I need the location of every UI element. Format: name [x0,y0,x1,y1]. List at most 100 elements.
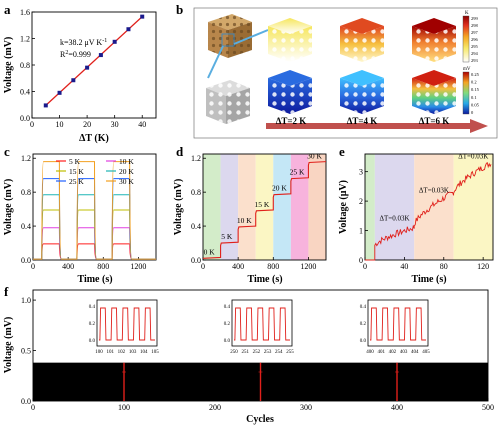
inset-y-tick-label: 0.0 [89,339,96,344]
volt-tick-label: 0.05 [471,102,480,107]
panel-b: b [176,2,498,139]
legend-entry: 30 K [119,177,134,186]
series-line [33,227,156,260]
dt-label-6k: ΔT=6 K [419,116,450,126]
panel-a-ylabel: Voltage (mV) [3,37,14,94]
inset-y-tick-label: 0.2 [89,322,96,327]
y-tick-label: 2 [359,197,363,206]
panel-c-marks [33,161,156,260]
panel-a-annotation-r2: R2=0.999 [60,50,91,59]
inset-y-tick-label: 0.0 [224,339,231,344]
y-tick-label: 0.8 [191,188,201,197]
step-label: 25 K [290,168,305,177]
volt-colorbar-unit: mV [463,67,471,72]
data-point [57,90,62,95]
panel-b-label: b [176,2,183,17]
y-tick-label: 1.2 [191,154,201,163]
step-label: 0 K [204,247,216,256]
signal-line [365,161,492,261]
step-label: 20 K [272,184,287,193]
series-line [33,194,156,260]
data-point [43,103,48,108]
panel-e-backgrounds [365,154,493,260]
step-background [220,154,239,260]
panel-a: a 0 10 20 30 40 0.0 0.4 0.8 1.2 1.6 k=38.2 μV K-1… [3,2,157,144]
temp-tick-label: 295 [471,44,479,49]
temp-tick-label: 294 [471,51,479,56]
inset-x-tick-label: 404 [411,350,419,355]
inset-y-tick-label: 0.2 [360,322,367,327]
x-tick-label: 100 [118,403,130,412]
temp-cube-4k-icon [340,18,384,62]
y-tick-label: 0.0 [20,114,30,123]
inset-x-tick-label: 401 [377,350,385,355]
panel-d-xlabel: Time (s) [247,274,282,285]
x-tick-label: 10 [56,120,64,129]
panel-a-annotation-k: k=38.2 μV K-1 [60,38,107,47]
step-background [203,154,221,260]
volt-colorbar-ticks: 0.25 0.2 0.15 0.1 0.05 0 [471,72,480,115]
y-tick-label: 1.0 [21,296,31,305]
inset-x-tick-label: 400 [366,350,374,355]
inset-x-tick-label: 405 [422,350,430,355]
data-point [112,39,117,44]
y-tick-label: 0.0 [191,256,201,265]
step-label: 15 K [254,200,269,209]
legend-entry: 10 K [119,157,134,166]
x-tick-label: 80 [440,262,448,271]
x-tick-label: 800 [267,262,279,271]
inset-x-tick-label: 253 [264,350,272,355]
series-line [33,178,156,260]
x-tick-label: 0 [31,403,35,412]
region-label: ΔT=0.03K [458,152,488,160]
temp-colorbar-unit: K [465,11,469,16]
temp-tick-label: 293 [471,58,479,63]
region-background [374,154,415,260]
x-tick-label: 0 [31,262,35,271]
y-tick-label: 0.4 [20,88,30,97]
x-tick-label: 200 [209,403,221,412]
series-line [33,161,156,260]
region-label: ΔT=0.03K [380,214,410,222]
inset-x-tick-label: 250 [230,350,238,355]
panel-a-label: a [4,2,11,17]
temp-colorbar [462,15,470,63]
panel-f-ticks: 0 100 200 300 400 500 0.0 0.5 1.0 [21,296,494,412]
data-point [98,53,103,58]
panel-c-ticks: 0 400 800 1200 0.0 0.4 0.8 1.2 [21,154,146,271]
panel-c-ylabel: Voltage (mV) [3,179,14,236]
zoom-arrow-left [207,45,224,79]
y-tick-label: 0.8 [21,188,31,197]
y-tick-label: 0.0 [21,397,31,406]
inset-wave [370,307,426,341]
panel-e-marks: ΔT=0.03K ΔT=0.03K ΔT=0.03K [365,152,492,261]
region-background [365,154,375,260]
inset-wave [99,307,155,341]
y-tick-label: 0.0 [21,256,31,265]
x-tick-label: 120 [477,262,489,271]
data-point [126,27,131,32]
volt-cube-4k-icon [340,70,384,114]
panel-d-backgrounds [203,154,326,260]
panel-c: c 0 400 800 1200 0.0 0.4 0.8 1.2 5 K 10 K 15 K 20 … [3,144,157,285]
panel-e-ticks: 0 40 80 120 0 1 2 3 [359,168,489,271]
legend-entry: 5 K [69,157,81,166]
inset-y-tick-label: 0.4 [360,305,367,310]
y-tick-label: 0.5 [21,347,31,356]
panel-e-ylabel: Voltage (μV) [338,180,349,234]
inset-y-tick-label: 0.4 [224,305,231,310]
panel-d-marks: 0 K 5 K 10 K15 K20 K25 K30 K [202,151,327,259]
panel-f: f 0 100 200 300 400 500 0.0 0.5 1.0 0.4 0.2 0.0 100… [3,284,494,425]
region-background [453,154,493,260]
x-tick-label: 40 [138,120,146,129]
temp-tick-label: 299 [471,16,479,21]
step-background [290,154,309,260]
x-tick-label: 40 [400,262,408,271]
x-tick-label: 500 [482,403,494,412]
x-tick-label: 0 [30,120,34,129]
y-tick-label: 0.4 [21,222,31,231]
y-tick-label: 0.4 [191,222,201,231]
x-tick-label: 1200 [300,262,316,271]
step-label: 5 K [221,232,233,241]
